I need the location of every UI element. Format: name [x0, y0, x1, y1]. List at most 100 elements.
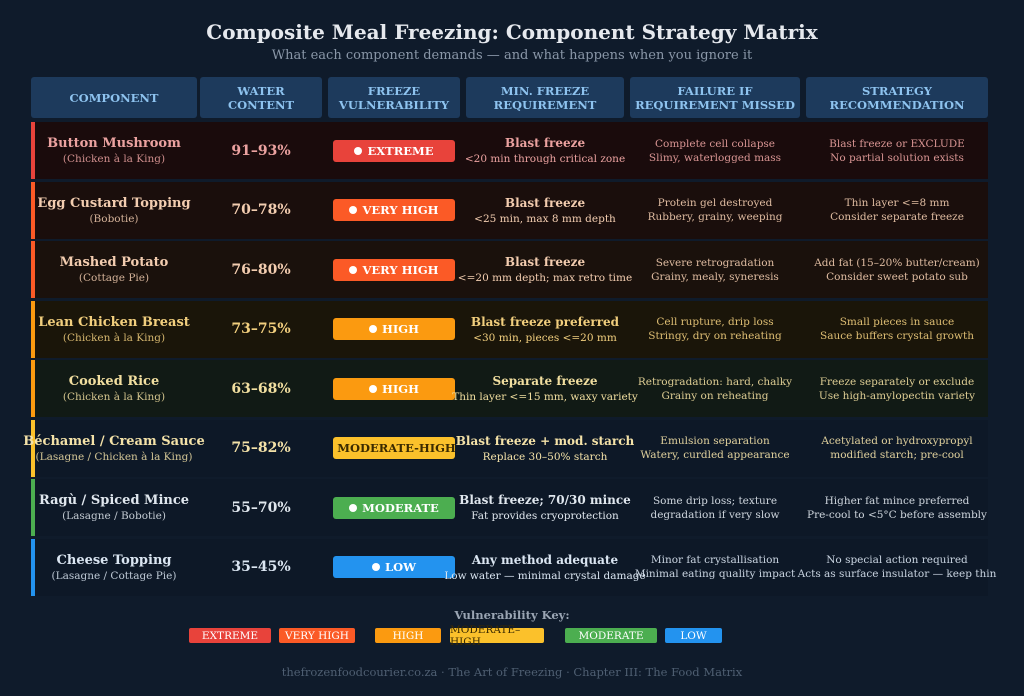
requirement-detail: <20 min through critical zone	[464, 153, 626, 165]
strategy-line: Add fat (15–20% butter/cream)	[814, 256, 980, 269]
requirement: Blast freeze	[504, 195, 586, 210]
component-name: Button Mushroom	[47, 136, 181, 151]
water-content: 63–68%	[231, 380, 291, 397]
key-item: LOW	[665, 628, 722, 643]
water-content: 70–78%	[231, 202, 291, 218]
water-content: 35–45%	[231, 559, 291, 575]
strategy-line: No special action required	[826, 554, 968, 566]
footer: thefrozenfoodcourier.co.za · The Art of …	[281, 665, 743, 679]
failure-line: Complete cell collapse	[654, 137, 776, 150]
failure-line: Emulsion separation	[660, 435, 770, 447]
strategy-line: No partial solution exists	[830, 151, 964, 164]
vulnerability-badge: VERY HIGH	[333, 258, 455, 281]
strategy-line: Small pieces in sauce	[839, 316, 955, 328]
key-item: MODERATE	[565, 628, 657, 643]
level-accent-bar	[31, 360, 35, 417]
dot-icon	[369, 325, 378, 333]
water-content: 55–70%	[231, 499, 291, 516]
table-row: Béchamel / Cream Sauce (Lasagne / Chicken…	[23, 419, 988, 477]
component-dish: (Bobotie)	[89, 212, 139, 225]
component-dish: (Lasagne / Chicken à la King)	[35, 450, 193, 463]
failure-line: degradation if very slow	[650, 508, 780, 521]
requirement-detail: Thin layer <=15 mm, waxy variety	[452, 391, 638, 403]
failure-line: Stringy, dry on reheating	[648, 330, 782, 342]
level-accent-bar	[31, 419, 35, 477]
requirement-detail: <25 min, max 8 mm depth	[474, 212, 616, 225]
requirement-detail: Replace 30–50% starch	[482, 450, 608, 463]
failure-line: Minor fat crystallisation	[650, 554, 780, 566]
strategy-line: Consider separate freeze	[830, 211, 964, 223]
table-row: Cooked Rice (Chicken à la King) 63–68% HI…	[31, 360, 988, 417]
strategy-line: Acetylated or hydroxypropyl	[821, 435, 973, 447]
water-content: 73–75%	[231, 321, 291, 337]
water-content: 91–93%	[231, 142, 291, 159]
failure-line: Protein gel destroyed	[657, 197, 773, 209]
level-accent-bar	[31, 538, 35, 596]
vulnerability-badge: EXTREME	[333, 139, 455, 162]
table-row: Cheese Topping (Lasagne / Cottage Pie) 35…	[31, 538, 996, 596]
column-header: WATER CONTENT	[200, 77, 322, 118]
table-row: Lean Chicken Breast (Chicken à la King) 7…	[31, 300, 988, 358]
key-item: EXTREME	[189, 628, 271, 643]
strategy-line: Sauce buffers crystal growth	[820, 330, 974, 342]
strategy-line: Use high-amylopectin variety	[818, 389, 976, 402]
strategy-line: Freeze separately or exclude	[819, 375, 975, 388]
water-content: 75–82%	[231, 440, 291, 456]
dot-icon	[349, 265, 358, 274]
component-name: Egg Custard Topping	[37, 195, 191, 211]
strategy-line: Acts as surface insulator — keep thin	[797, 568, 997, 580]
failure-line: Some drip loss; texture	[652, 494, 778, 507]
requirement: Blast freeze	[504, 255, 586, 269]
requirement-detail: Low water — minimal crystal damage	[444, 569, 646, 582]
strategy-line: Thin layer <=8 mm	[844, 197, 950, 209]
dot-icon	[354, 146, 363, 155]
component-name: Mashed Potato	[59, 255, 169, 270]
table-row: Button Mushroom (Chicken à la King) 91–93…	[31, 122, 988, 179]
requirement: Blast freeze	[504, 136, 586, 150]
component-name: Cheese Topping	[56, 552, 172, 568]
strategy-line: modified starch; pre-cool	[830, 449, 964, 461]
vulnerability-badge: HIGH	[333, 377, 455, 400]
dot-icon	[371, 563, 380, 571]
vulnerability-badge: MODERATE	[333, 496, 455, 519]
requirement-detail: Fat provides cryoprotection	[471, 510, 619, 522]
table-row: Mashed Potato (Cottage Pie) 76–80% VERY H…	[31, 241, 988, 298]
component-dish: (Chicken à la King)	[62, 391, 166, 403]
level-accent-bar	[31, 300, 35, 358]
failure-line: Minimal eating quality impact	[634, 568, 796, 580]
page-title: Composite Meal Freezing: Component Strat…	[206, 20, 818, 44]
level-accent-bar	[31, 122, 35, 179]
failure-line: Retrogradation: hard, chalky	[637, 375, 793, 388]
component-dish: (Chicken à la King)	[62, 153, 166, 165]
failure-line: Watery, curdled appearance	[640, 449, 790, 461]
level-accent-bar	[31, 181, 35, 239]
column-header: COMPONENT	[31, 77, 197, 118]
strategy-line: Blast freeze or EXCLUDE	[829, 137, 965, 150]
column-header: FAILURE IF REQUIREMENT MISSED	[630, 77, 800, 118]
requirement: Any method adequate	[471, 552, 619, 567]
component-dish: (Cottage Pie)	[78, 272, 150, 284]
requirement-detail: <=20 mm depth; max retro time	[457, 272, 633, 284]
dot-icon	[369, 384, 378, 393]
strategy-line: Consider sweet potato sub	[826, 270, 968, 283]
component-dish: (Lasagne / Cottage Pie)	[51, 569, 177, 582]
failure-line: Grainy, mealy, syneresis	[651, 270, 779, 283]
strategy-line: Pre-cool to <5°C before assembly	[807, 508, 987, 521]
column-header: MIN. FREEZE REQUIREMENT	[466, 77, 624, 118]
table-row: Egg Custard Topping (Bobotie) 70–78% VERY…	[31, 181, 988, 239]
component-name: Ragù / Spiced Mince	[38, 493, 190, 508]
strategy-line: Higher fat mince preferred	[824, 494, 970, 507]
column-header: STRATEGY RECOMMENDATION	[806, 77, 988, 118]
page-subtitle: What each component demands — and what h…	[271, 48, 753, 63]
failure-line: Grainy on reheating	[661, 389, 769, 402]
component-name: Lean Chicken Breast	[38, 314, 190, 330]
vulnerability-badge: MODERATE-HIGH	[333, 437, 455, 459]
requirement: Blast freeze preferred	[470, 314, 620, 329]
level-accent-bar	[31, 479, 35, 536]
requirement: Separate freeze	[492, 374, 598, 388]
requirement: Blast freeze + mod. starch	[455, 433, 635, 448]
table-row: Ragù / Spiced Mince (Lasagne / Bobotie) 5…	[31, 479, 988, 536]
component-dish: (Lasagne / Bobotie)	[62, 510, 166, 522]
key-item: HIGH	[375, 628, 441, 643]
column-header: FREEZE VULNERABILITY	[328, 77, 460, 118]
